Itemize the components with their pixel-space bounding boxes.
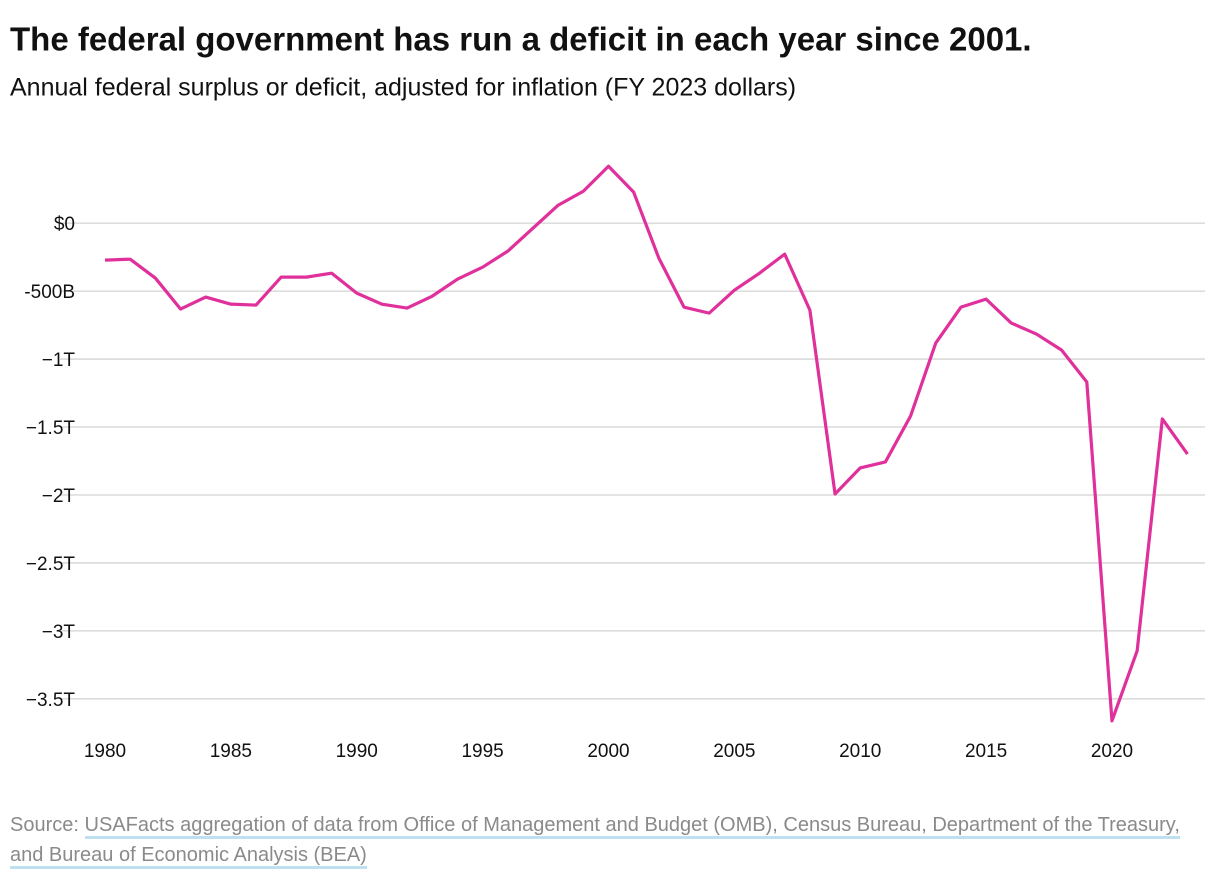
chart-title: The federal government has run a deficit… (10, 21, 1032, 58)
y-tick-label: -500B (24, 282, 75, 303)
x-tick-label: 1995 (461, 741, 503, 762)
y-tick-label: −1T (42, 350, 76, 371)
chart: The federal government has run a deficit… (10, 21, 1205, 762)
chart-subtitle: Annual federal surplus or deficit, adjus… (10, 74, 796, 102)
x-tick-label: 1980 (84, 741, 126, 762)
y-tick-label: −3T (42, 622, 76, 643)
y-tick-label: $0 (54, 214, 75, 235)
data-line (104, 164, 1189, 723)
x-tick-label: 1985 (210, 741, 252, 762)
x-tick-label: 2010 (839, 741, 881, 762)
x-tick-label: 1990 (336, 741, 378, 762)
source-label: Source: (10, 814, 79, 836)
x-tick-label: 2005 (713, 741, 755, 762)
source: Source: USAFacts aggregation of data fro… (10, 810, 1205, 870)
x-tick-label: 2015 (965, 741, 1007, 762)
x-tick-label: 2020 (1091, 741, 1133, 762)
source-link[interactable]: USAFacts aggregation of data from Office… (10, 814, 1180, 869)
y-tick-label: −1.5T (26, 418, 76, 439)
y-tick-label: −2T (42, 486, 76, 507)
y-tick-label: −3.5T (26, 690, 76, 711)
y-tick-label: −2.5T (26, 554, 76, 575)
x-tick-label: 2000 (587, 741, 629, 762)
